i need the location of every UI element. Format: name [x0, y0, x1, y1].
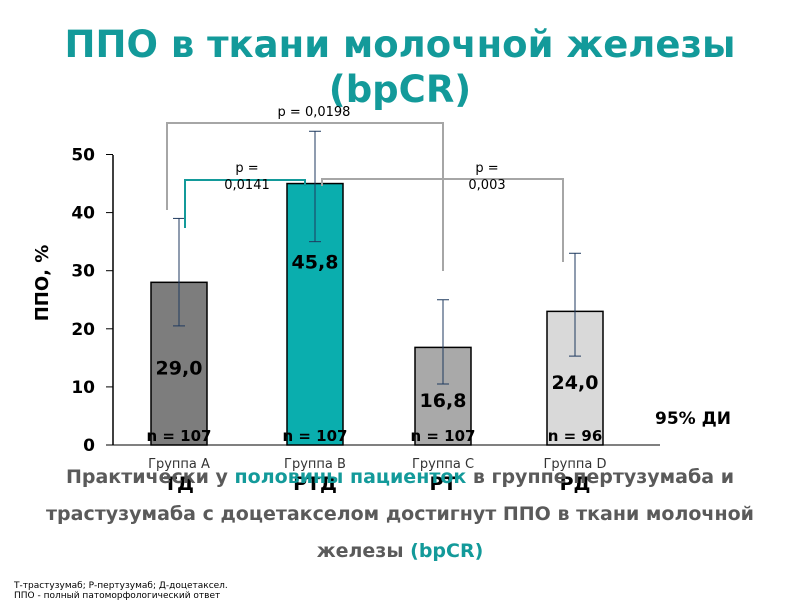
n-label: n = 96 — [548, 427, 603, 445]
data-label: 45,8 — [292, 252, 339, 274]
n-label: n = 107 — [410, 427, 475, 445]
n-label: n = 107 — [282, 427, 347, 445]
x-tick-label: Группа D — [544, 457, 607, 472]
caption-part-2: в группе пертузумаба и трастузумаба с до… — [46, 466, 754, 562]
caption-part-1: Практически у — [65, 466, 235, 488]
y-tick-label: 50 — [71, 146, 95, 166]
regimen-label: ТД — [164, 473, 194, 495]
p-value-label-a-c: p = 0,0198 — [278, 105, 351, 120]
data-label: 29,0 — [156, 358, 203, 380]
caption-highlight-2: (bpCR) — [410, 540, 484, 562]
data-label: 16,8 — [420, 390, 467, 412]
regimen-label: РТ — [430, 473, 457, 495]
footnote-line-2: ППО - полный патоморфологический ответ — [14, 591, 221, 601]
regimen-label: РД — [560, 473, 591, 495]
footnote-line-1: Т-трастузумаб; Р-пертузумаб; Д-доцетаксе… — [14, 581, 228, 591]
slide-title: ППО в ткани молочной железы (bpCR) — [64, 23, 736, 111]
regimen-label: РТД — [293, 473, 337, 495]
ci-legend: 95% ДИ — [655, 409, 731, 429]
y-tick-label: 40 — [71, 204, 95, 224]
y-tick-label: 0 — [83, 436, 95, 456]
y-tick-label: 30 — [71, 262, 95, 282]
y-tick-label: 20 — [71, 320, 95, 340]
x-tick-label: Группа A — [148, 457, 210, 472]
comparison-bracket-a-c — [166, 122, 444, 271]
p-value-label-a-b-line2: 0,0141 — [224, 178, 270, 193]
comparison-bracket-b-d — [321, 178, 564, 262]
x-tick-label: Группа B — [284, 457, 346, 472]
y-tick-label: 10 — [71, 378, 95, 398]
x-tick-label: Группа C — [412, 457, 474, 472]
p-value-label-b-d-line2: 0,003 — [468, 178, 505, 193]
data-label: 24,0 — [552, 372, 599, 394]
p-value-label-b-d-line1: p = — [475, 161, 498, 176]
n-label: n = 107 — [146, 427, 211, 445]
comparison-bracket-a-b — [184, 179, 306, 228]
y-axis-label: ППО, % — [32, 245, 53, 322]
p-value-label-a-b-line1: p = — [235, 161, 258, 176]
caption-text: Практически у половины пациенток в групп… — [10, 459, 790, 570]
caption-highlight-1: половины пациенток — [234, 466, 467, 488]
